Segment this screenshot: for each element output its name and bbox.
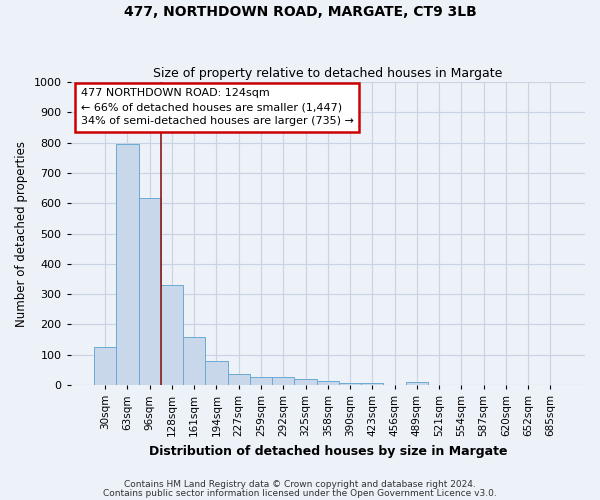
- Text: 477, NORTHDOWN ROAD, MARGATE, CT9 3LB: 477, NORTHDOWN ROAD, MARGATE, CT9 3LB: [124, 5, 476, 19]
- Text: Contains public sector information licensed under the Open Government Licence v3: Contains public sector information licen…: [103, 490, 497, 498]
- Text: 477 NORTHDOWN ROAD: 124sqm
← 66% of detached houses are smaller (1,447)
34% of s: 477 NORTHDOWN ROAD: 124sqm ← 66% of deta…: [81, 88, 354, 126]
- Bar: [317, 381, 339, 385]
- Text: Contains HM Land Registry data © Crown copyright and database right 2024.: Contains HM Land Registry data © Crown c…: [124, 480, 476, 489]
- X-axis label: Distribution of detached houses by size in Margate: Distribution of detached houses by size …: [149, 444, 507, 458]
- Bar: [295, 379, 317, 385]
- Bar: [406, 382, 428, 385]
- Bar: [116, 144, 139, 385]
- Bar: [250, 377, 272, 385]
- Bar: [139, 198, 161, 385]
- Bar: [361, 382, 383, 385]
- Bar: [339, 382, 361, 385]
- Bar: [205, 362, 227, 385]
- Bar: [183, 336, 205, 385]
- Y-axis label: Number of detached properties: Number of detached properties: [15, 140, 28, 326]
- Bar: [94, 347, 116, 385]
- Bar: [161, 285, 183, 385]
- Bar: [227, 374, 250, 385]
- Bar: [272, 378, 295, 385]
- Title: Size of property relative to detached houses in Margate: Size of property relative to detached ho…: [153, 66, 502, 80]
